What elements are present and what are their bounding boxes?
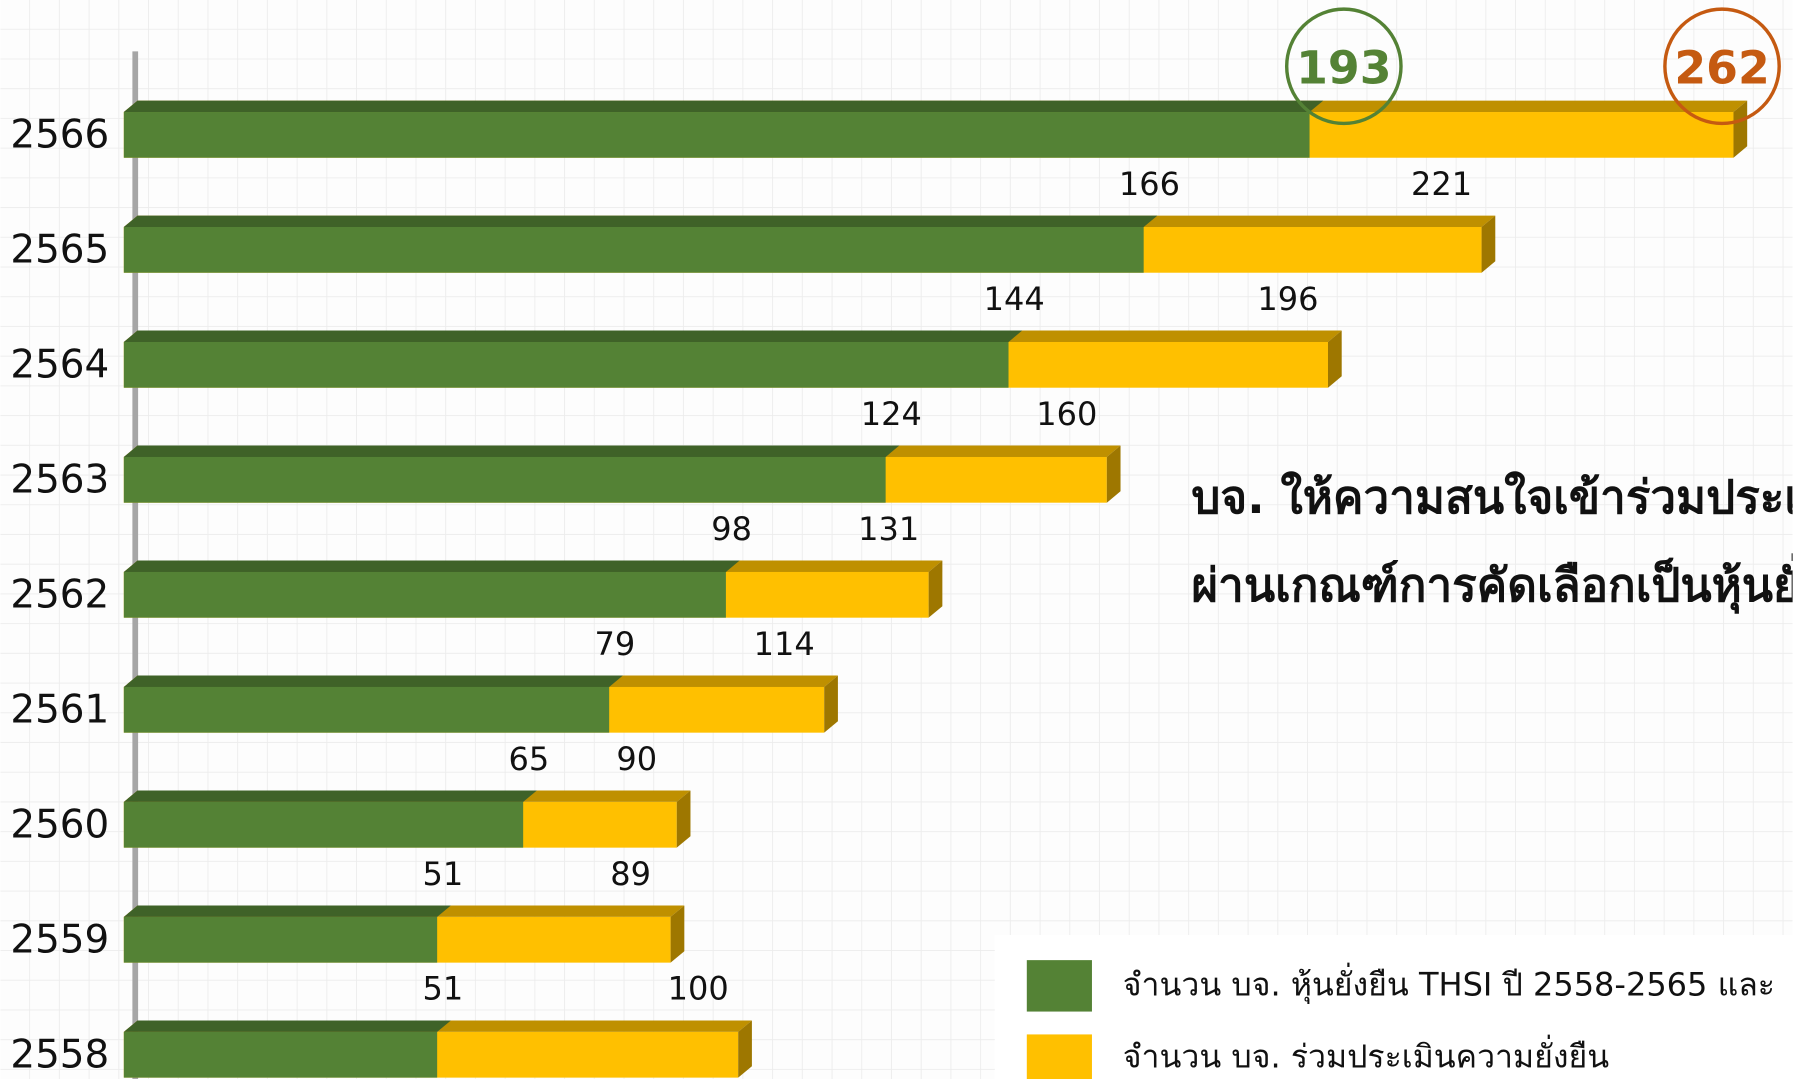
bar — [123, 905, 451, 963]
bar-face — [123, 1031, 438, 1078]
bar — [123, 675, 623, 733]
annotation: บจ. ให้ความสนใจเข้าร่วมประเมิน — [1191, 470, 1793, 524]
value-label: 166 — [1119, 165, 1180, 203]
value-label: 262 — [1674, 41, 1769, 94]
y-tick-label: 2565 — [10, 228, 109, 273]
bar-side — [824, 675, 838, 733]
bar-top — [123, 1020, 451, 1032]
y-tick-label: 2562 — [10, 573, 109, 618]
value-label: 51 — [423, 855, 464, 893]
bar — [123, 215, 1158, 273]
value-label: 51 — [423, 970, 464, 1008]
bar-top — [123, 790, 537, 802]
value-label: 100 — [668, 970, 729, 1008]
value-label: 90 — [616, 740, 657, 778]
y-tick-label: 2559 — [10, 918, 109, 963]
bar — [123, 330, 1023, 388]
annotation: ผ่านเกณฑ์การคัดเลือกเป็นหุ้นยั่งยืน — [1191, 553, 1793, 614]
bar-side — [1481, 215, 1496, 273]
legend-label: จำนวน บจ. หุ้นยั่งยืน THSI ปี 2558-2565 … — [1123, 962, 1775, 1004]
bar-face — [123, 801, 524, 848]
bar — [123, 790, 537, 848]
bars: 2566 262 193 2565 221 166 2564 196 144 2563 160 124… — [10, 7, 1781, 1078]
value-label: 114 — [754, 625, 815, 663]
y-tick-label: 2558 — [10, 1033, 109, 1078]
bar-side — [1106, 445, 1121, 503]
bar-top — [123, 215, 1158, 228]
bar-face — [123, 456, 886, 503]
bar-side — [1733, 100, 1748, 158]
bar-top — [123, 560, 740, 572]
bar-top — [123, 100, 1324, 113]
bar-face — [123, 112, 1310, 158]
legend: จำนวน บจ. หุ้นยั่งยืน THSI ปี 2558-2565 … — [994, 934, 1793, 1079]
bar-top — [123, 905, 451, 917]
value-label: 221 — [1411, 165, 1472, 203]
bar — [123, 100, 1324, 158]
highlight-circle — [1663, 7, 1781, 126]
value-label: 196 — [1257, 280, 1318, 318]
bar — [123, 445, 900, 503]
legend-box — [994, 934, 1793, 1079]
value-label: 144 — [984, 280, 1045, 318]
value-label: 79 — [595, 625, 636, 663]
bar-face — [123, 916, 438, 963]
value-label: 89 — [610, 855, 651, 893]
bar-face — [123, 341, 1009, 388]
bar-face — [123, 227, 1144, 273]
y-tick-label: 2563 — [10, 458, 109, 503]
bar-face — [123, 686, 610, 733]
bar-top — [123, 445, 900, 457]
bar — [123, 560, 740, 618]
bar-top — [123, 330, 1023, 342]
y-tick-label: 2560 — [10, 803, 109, 848]
bar — [123, 1020, 451, 1078]
value-label: 65 — [509, 740, 550, 778]
bar-side — [676, 790, 691, 848]
y-tick-label: 2564 — [10, 343, 109, 388]
legend-label: จำนวน บจ. ร่วมประเมินความยั่งยืน — [1123, 1034, 1609, 1075]
value-label: 124 — [861, 395, 922, 433]
bar-top — [123, 675, 623, 687]
legend-swatch — [1026, 1034, 1092, 1079]
highlight-circle — [1284, 7, 1403, 126]
y-tick-label: 2561 — [10, 688, 109, 733]
bar-side — [928, 560, 943, 618]
value-label: 131 — [858, 510, 919, 548]
bar-face — [123, 571, 726, 618]
y-tick-label: 2566 — [10, 113, 109, 158]
legend-swatch — [1026, 960, 1092, 1012]
value-label: 160 — [1036, 395, 1097, 433]
value-label: 98 — [711, 510, 752, 548]
bar-side — [670, 905, 685, 963]
value-label: 193 — [1296, 41, 1391, 94]
bar-side — [738, 1020, 752, 1078]
bar-side — [1327, 330, 1342, 388]
